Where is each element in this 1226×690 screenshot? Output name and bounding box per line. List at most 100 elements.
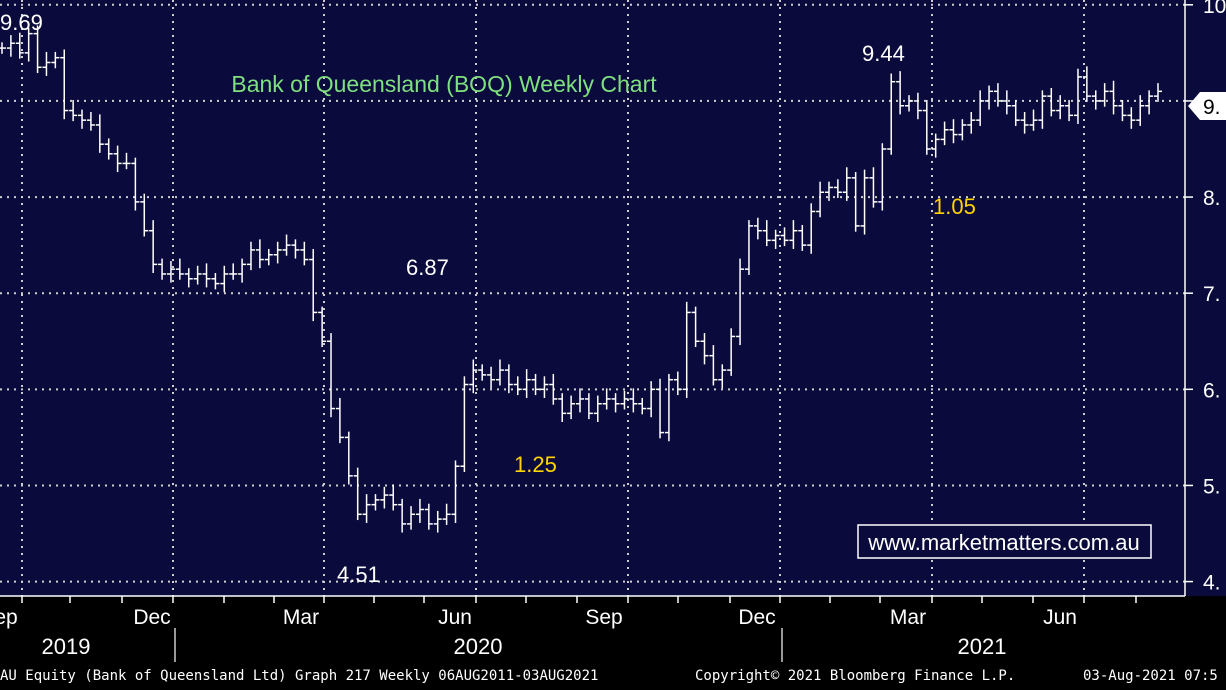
ohlc-bar (1136, 95, 1145, 126)
ohlc-bar (1109, 80, 1118, 115)
ohlc-bar (584, 393, 593, 420)
ohlc-bar (451, 460, 460, 523)
ohlc-bar (602, 388, 611, 410)
ohlc-bar (166, 260, 175, 283)
y-tick-label: 4. (1203, 572, 1221, 595)
ohlc-bar (202, 263, 211, 288)
ohlc-bar (504, 364, 513, 394)
ohlc-bar (327, 333, 336, 418)
x-month-label: Mar (283, 606, 319, 629)
ohlc-bar (905, 95, 914, 112)
chart-title: Bank of Queensland (BOQ) Weekly Chart (231, 71, 657, 97)
ohlc-bar (15, 32, 24, 59)
x-year-label: 2021 (958, 634, 1007, 659)
ohlc-bar (833, 179, 842, 199)
ohlc-bar (789, 220, 798, 249)
ohlc-bar (1029, 109, 1038, 131)
ohlc-bar (487, 366, 496, 389)
ohlc-bar (33, 25, 42, 74)
ohlc-bar (184, 268, 193, 288)
ohlc-bar (887, 73, 896, 155)
ohlc-bar (1047, 87, 1056, 117)
annotation-label: 9.44 (862, 41, 905, 66)
ohlc-bar (389, 484, 398, 511)
ohlc-bar (629, 388, 638, 413)
ohlc-bar (335, 397, 344, 444)
ohlc-bar (762, 220, 771, 247)
x-year-label: 2020 (454, 634, 503, 659)
ohlc-bar (113, 145, 122, 173)
ohlc-bar (931, 133, 940, 158)
ohlc-bar (95, 114, 104, 153)
annotation-label: 6.87 (406, 255, 449, 280)
annotation-label: 1.25 (514, 452, 557, 477)
y-tick-label: 5. (1203, 475, 1221, 498)
ohlc-bar (282, 234, 291, 256)
ohlc-bar (442, 503, 451, 525)
ohlc-bar (398, 498, 407, 533)
ohlc-bar (246, 241, 255, 271)
ohlc-bar (896, 71, 905, 115)
ohlc-bar (362, 494, 371, 523)
ohlc-bar (300, 241, 309, 266)
ohlc-bar (540, 376, 549, 398)
ohlc-bar (691, 306, 700, 348)
ohlc-bar (42, 51, 51, 76)
ohlc-bar (744, 220, 753, 275)
ohlc-bar (1091, 90, 1100, 110)
ohlc-bar (51, 51, 60, 69)
ohlc-bar (798, 224, 807, 251)
ohlc-bar (985, 85, 994, 110)
ohlc-bar (1011, 99, 1020, 126)
ohlc-bar (700, 333, 709, 365)
ohlc-bar (291, 239, 300, 259)
y-tick-label: 6. (1203, 379, 1221, 402)
ohlc-bar (6, 35, 15, 57)
ohlc-bar (673, 371, 682, 396)
ohlc-bar (1082, 66, 1091, 102)
ohlc-bar (913, 92, 922, 120)
ohlc-bar (255, 239, 264, 269)
ohlc-bar (478, 364, 487, 381)
ohlc-bar (193, 265, 202, 285)
annotation-label: 9.69 (0, 10, 43, 35)
ohlc-bar (682, 301, 691, 398)
watermark-text[interactable]: www.marketmatters.com.au (867, 530, 1139, 555)
ohlc-bar (495, 359, 504, 386)
ohlc-bar (611, 393, 620, 413)
annotation-label: 4.51 (337, 562, 380, 587)
ohlc-bar (949, 119, 958, 144)
x-month-label: Sep (585, 606, 622, 629)
ohlc-bar (771, 229, 780, 249)
ohlc-bar (647, 381, 656, 418)
ohlc-bar (1145, 90, 1154, 115)
ohlc-bar (620, 390, 629, 410)
ohlc-bar (1154, 83, 1162, 102)
ohlc-bar (513, 376, 522, 396)
ohlc-bar (24, 27, 33, 62)
ohlc-bar (869, 167, 878, 208)
ohlc-bar (1002, 90, 1011, 115)
ohlc-bar (353, 467, 362, 521)
ohlc-bar (0, 42, 6, 54)
ohlc-bar (424, 503, 433, 530)
y-tick-label: 8. (1203, 187, 1221, 210)
ohlc-bar (78, 109, 87, 129)
x-axis-background (0, 596, 1226, 664)
ohlc-bar (69, 99, 78, 122)
ohlc-bar (753, 217, 762, 240)
ohlc-bar (860, 169, 869, 235)
x-month-label: Mar (890, 606, 926, 629)
annotation-label: 1.05 (933, 194, 976, 219)
ohlc-bar (318, 306, 327, 348)
ohlc-bar (264, 248, 273, 266)
ohlc-bar (922, 99, 931, 155)
ohlc-bar (656, 378, 665, 439)
ohlc-bar (131, 157, 140, 211)
chart-grid (0, 0, 1185, 596)
ohlc-bar (1038, 90, 1047, 129)
ohlc-bar (460, 376, 469, 472)
footer-copyright: Copyright© 2021 Bloomberg Finance L.P. (695, 668, 1016, 684)
ohlc-bar (967, 111, 976, 134)
ohlc-bar (736, 258, 745, 346)
